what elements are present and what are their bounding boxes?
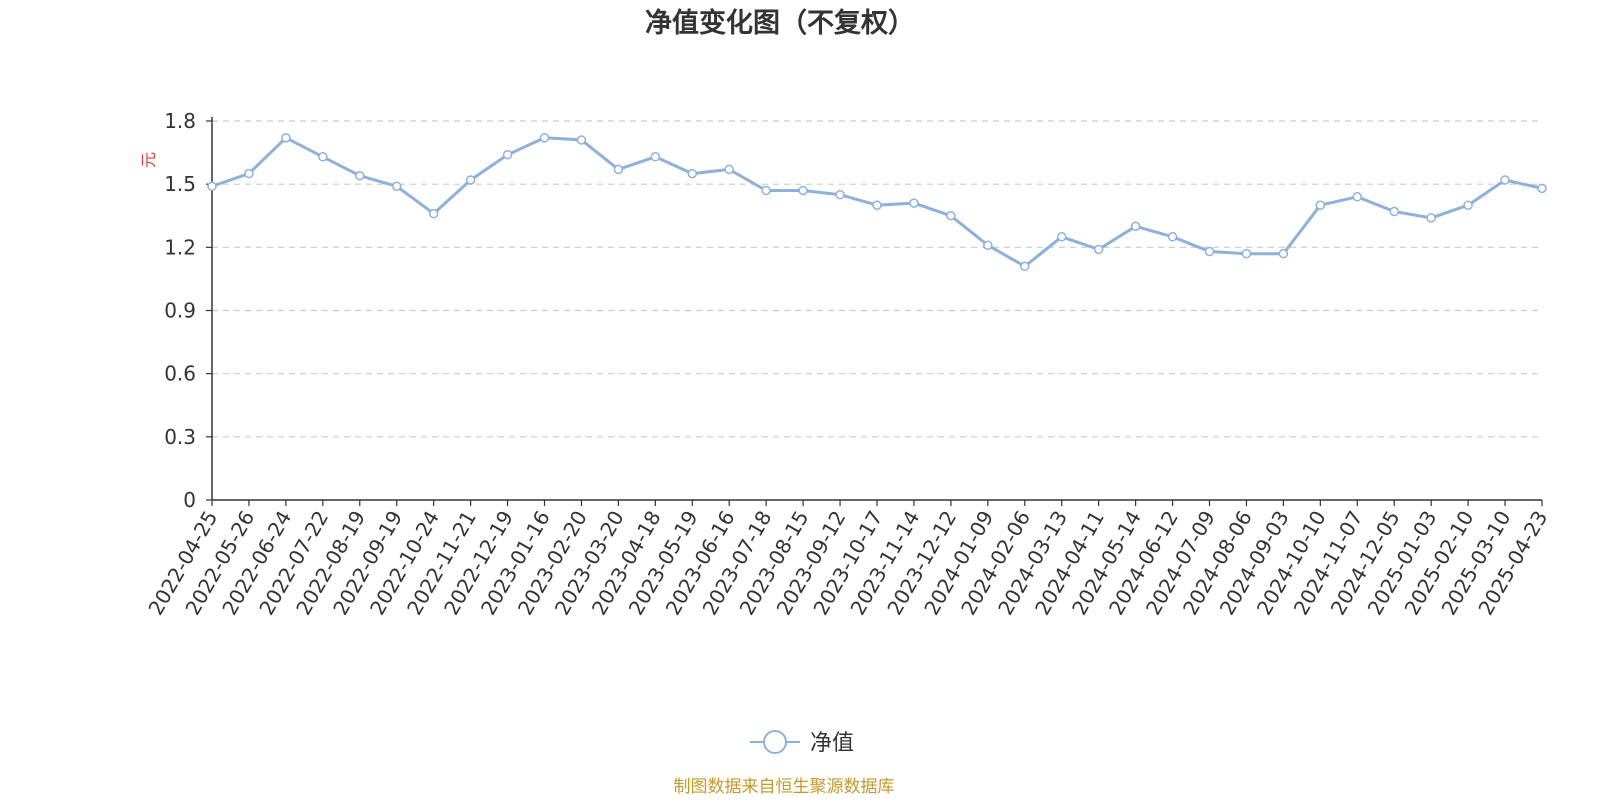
data-point <box>1204 246 1215 257</box>
data-source-footer: 制图数据来自恒生聚源数据库 <box>674 777 895 797</box>
data-point <box>909 198 919 208</box>
data-point <box>1315 200 1326 210</box>
data-point <box>1056 232 1067 242</box>
series-layer <box>207 133 1547 272</box>
data-point <box>1020 261 1030 272</box>
data-point <box>1241 248 1252 259</box>
y-tick-label: 1.5 <box>164 172 196 196</box>
data-point <box>761 185 771 196</box>
chart-title: 净值变化图（不复权） <box>645 7 915 39</box>
y-tick-label: 0.6 <box>164 362 196 386</box>
data-point <box>1278 248 1289 259</box>
data-point <box>613 164 624 175</box>
data-point <box>835 189 845 200</box>
data-point <box>724 164 734 175</box>
data-point <box>1130 221 1141 232</box>
y-tick-label: 0.9 <box>164 299 196 323</box>
data-point <box>687 168 698 179</box>
data-point <box>576 135 587 145</box>
data-point <box>465 175 476 185</box>
legend-marker <box>763 730 787 754</box>
y-tick-label: 1.8 <box>164 109 196 133</box>
data-point <box>244 168 254 179</box>
legend[interactable]: 净值 <box>750 730 854 756</box>
data-point <box>1426 213 1436 223</box>
data-point <box>946 211 956 221</box>
grid-lines <box>212 120 1542 438</box>
data-point <box>1463 200 1473 210</box>
data-point <box>872 200 882 210</box>
data-point <box>1500 175 1510 185</box>
data-point <box>207 181 217 192</box>
data-point <box>502 149 513 160</box>
y-tick-label: 0.3 <box>164 425 196 449</box>
data-point <box>798 185 808 196</box>
legend-label: 净值 <box>810 731 854 756</box>
data-point <box>983 240 993 250</box>
x-axis-ticks: 2022-04-252022-05-262022-06-242022-07-22… <box>143 500 1552 619</box>
y-tick-label: 1.2 <box>164 235 196 259</box>
axes <box>211 117 1542 501</box>
y-tick-label: 0 <box>183 488 196 512</box>
data-point <box>1537 183 1547 194</box>
data-point <box>1389 206 1399 217</box>
data-point <box>355 170 365 181</box>
data-point <box>318 152 328 162</box>
data-point <box>428 208 439 219</box>
data-point <box>281 133 291 143</box>
data-point <box>391 181 402 192</box>
data-point <box>1093 244 1104 255</box>
data-point <box>1352 192 1363 202</box>
y-axis-ticks: 0 0.3 0.6 0.9 1.2 1.5 1.8 <box>164 109 212 512</box>
data-point <box>1167 232 1178 242</box>
y-axis-unit-label: 元 <box>139 152 158 168</box>
data-point <box>650 152 661 162</box>
data-point <box>539 133 550 143</box>
